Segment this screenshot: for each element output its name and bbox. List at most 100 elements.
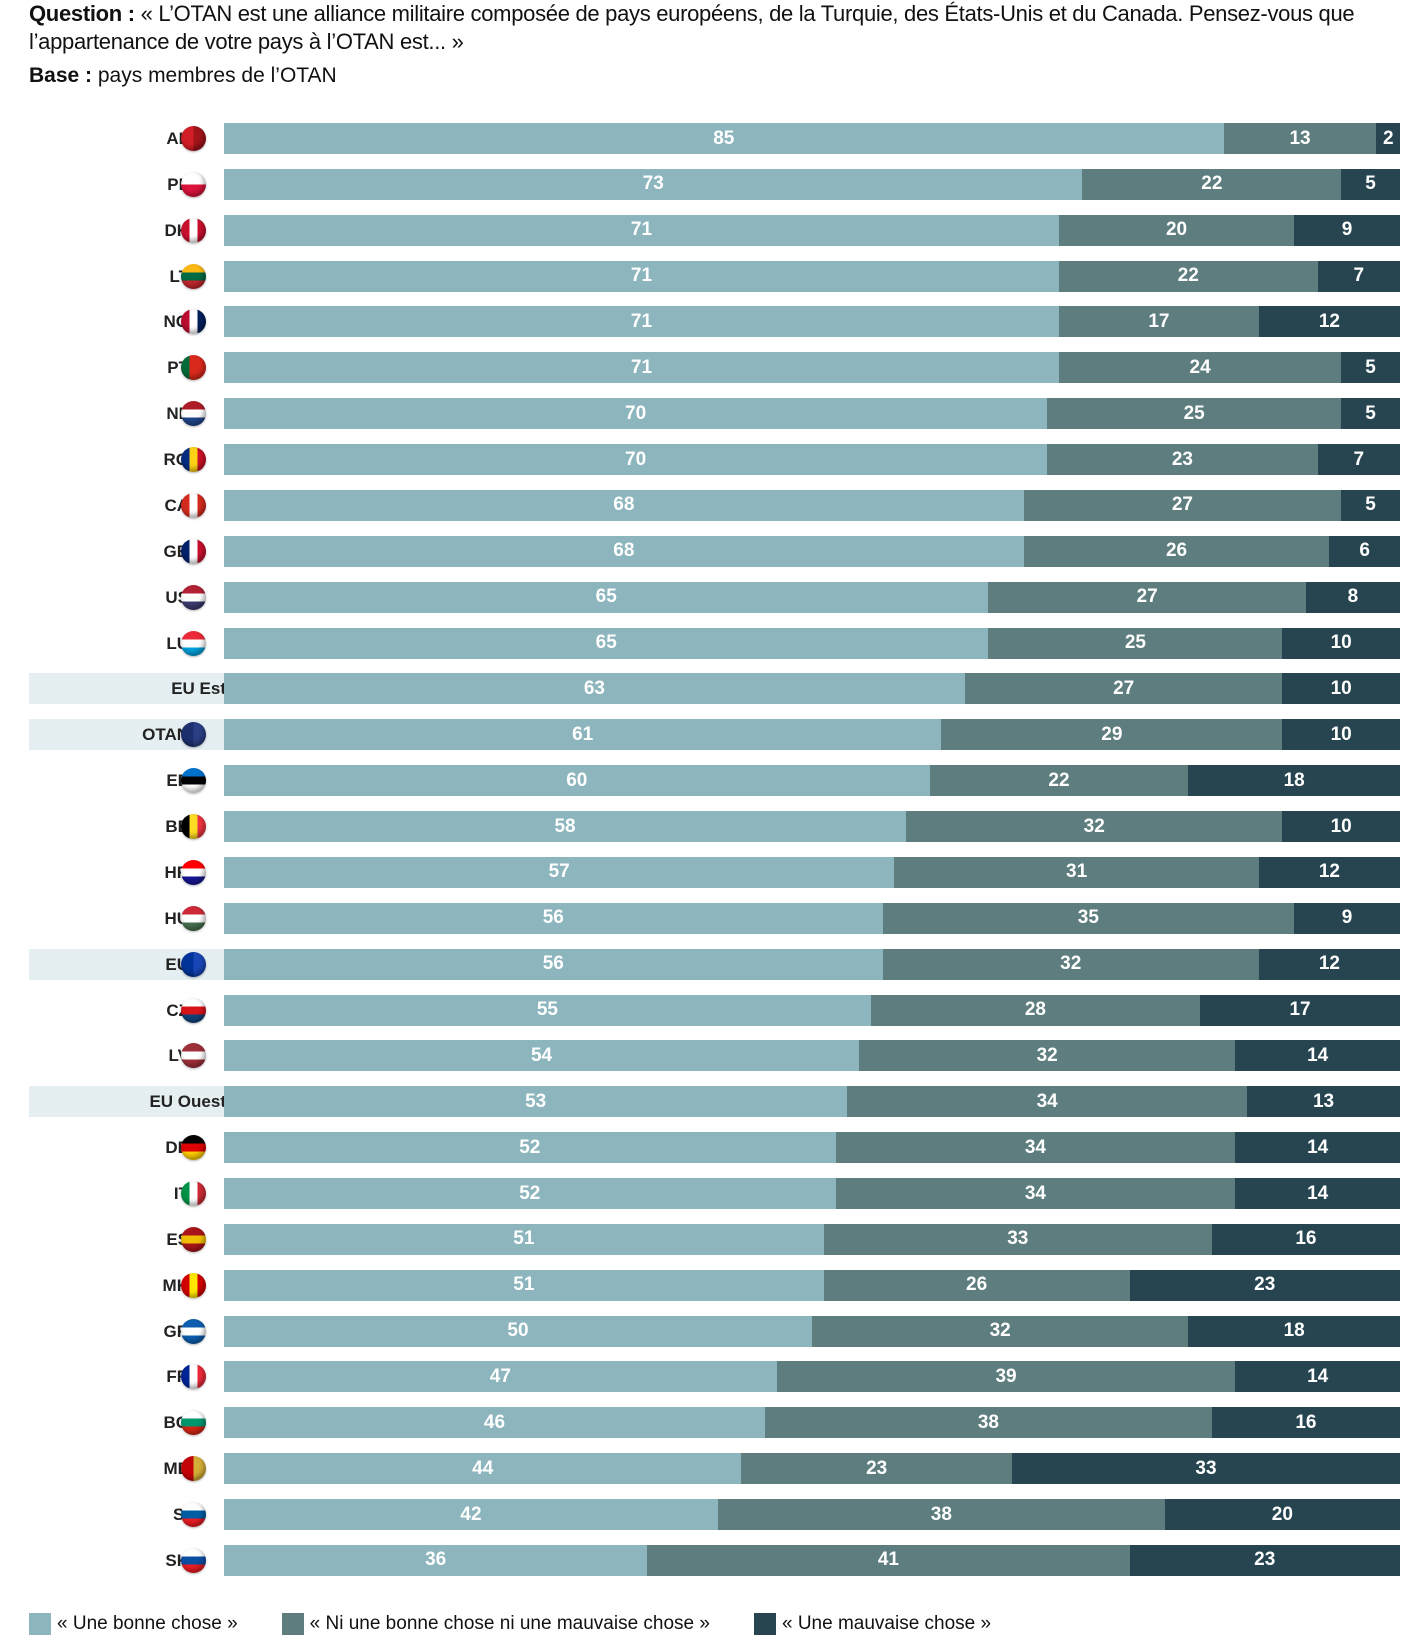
data-label: 56 (542, 953, 564, 975)
bar-row: EE 60 22 18 (29, 765, 1400, 797)
bar-segment-bonne: 47 (224, 1361, 777, 1393)
data-label: 54 (530, 1044, 553, 1066)
bar-segment-ni: 38 (764, 1407, 1212, 1439)
flag-icon (181, 492, 206, 518)
data-label: 52 (519, 1136, 541, 1158)
data-label: 58 (554, 815, 576, 837)
data-label: 65 (595, 632, 617, 654)
data-label: 27 (1136, 586, 1158, 608)
stacked-bar: 65 25 10 (224, 627, 1400, 659)
data-label: 33 (1007, 1228, 1029, 1250)
bar-segment-mauvaise: 7 (1317, 444, 1400, 476)
bar-segment-mauvaise: 14 (1235, 1040, 1400, 1072)
data-label: 61 (572, 723, 594, 745)
data-label: 14 (1307, 1365, 1329, 1387)
legend-label: « Une bonne chose » (57, 1613, 238, 1634)
bar-segment-ni: 39 (776, 1361, 1236, 1393)
flag-icon (181, 1043, 206, 1069)
data-label: 38 (977, 1411, 999, 1433)
stacked-bar: 61 29 10 (224, 719, 1400, 751)
data-label: 9 (1341, 219, 1353, 241)
base-text: pays membres de l’OTAN (97, 64, 337, 87)
flag-icon (181, 1318, 206, 1344)
data-label: 53 (525, 1090, 547, 1112)
group-highlight (29, 673, 224, 705)
data-label: 38 (930, 1503, 952, 1525)
question-text: « L’OTAN est une alliance militaire comp… (29, 1, 1355, 54)
data-label: 26 (1165, 540, 1188, 562)
flag-icon (181, 768, 206, 794)
bar-segment-ni: 32 (906, 811, 1283, 843)
data-label: 68 (613, 540, 635, 562)
data-label: 39 (995, 1365, 1017, 1387)
bar-row: DK 71 20 9 (29, 214, 1400, 246)
data-label: 71 (630, 356, 653, 378)
bar-row: SI423820 (29, 1499, 1400, 1531)
data-label: 27 (1113, 677, 1135, 699)
data-label: 32 (1083, 815, 1105, 837)
flag-icon (181, 1456, 206, 1482)
category-label: EU Est (171, 679, 226, 699)
data-label: 29 (1101, 723, 1123, 745)
flag-icon (181, 263, 206, 289)
data-label: 24 (1189, 356, 1211, 378)
bar-segment-ni: 35 (882, 902, 1295, 934)
bar-row: HU 56 35 9 (29, 902, 1400, 934)
bar-segment-mauvaise: 16 (1211, 1223, 1400, 1255)
bar-row: DE 52 34 14 (29, 1132, 1400, 1164)
data-label: 71 (630, 265, 653, 287)
bar-row: GR 50 32 18 (29, 1315, 1400, 1347)
data-label: 55 (536, 999, 558, 1021)
flag-icon (181, 1364, 206, 1390)
bar-segment-mauvaise: 5 (1341, 168, 1400, 200)
bar-segment-mauvaise: 16 (1211, 1407, 1400, 1439)
data-label: 22 (1201, 173, 1223, 195)
bar-segment-ni: 27 (1023, 489, 1342, 521)
stacked-bar: 52 34 14 (224, 1178, 1400, 1209)
bar-segment-bonne: 51 (224, 1223, 824, 1255)
flag-icon (181, 951, 206, 977)
bar-segment-mauvaise: 5 (1341, 489, 1400, 521)
bar-segment-mauvaise: 23 (1129, 1269, 1400, 1301)
bar-row: EU Est 63 27 10 (29, 673, 1400, 705)
bar-segment-bonne: 44 (224, 1453, 742, 1485)
bar-segment-mauvaise: 20 (1164, 1499, 1400, 1531)
data-label: 63 (583, 677, 605, 699)
flag-icon (181, 126, 206, 151)
bar-segment-mauvaise: 18 (1188, 765, 1400, 797)
bar-row: CA 68 27 5 (29, 489, 1400, 521)
bar-row: MK 51 26 23 (29, 1269, 1400, 1301)
data-label: 23 (1171, 448, 1193, 470)
bar-segment-mauvaise: 12 (1258, 856, 1400, 888)
question-label: Question : (29, 1, 135, 26)
stacked-bar: 68 27 5 (224, 489, 1400, 521)
flag-icon (181, 1181, 206, 1206)
flag-icon (181, 1135, 206, 1161)
bar-segment-ni: 27 (988, 581, 1306, 613)
bar-segment-bonne: 55 (224, 994, 871, 1026)
bar-segment-ni: 29 (941, 719, 1283, 751)
bar-segment-bonne: 61 (224, 719, 942, 751)
bar-segment-ni: 23 (741, 1453, 1012, 1485)
stacked-bar: 56 32 12 (224, 948, 1400, 980)
bar-segment-mauvaise: 23 (1129, 1544, 1400, 1576)
bar-row: FR 47 39 14 (29, 1361, 1400, 1393)
bar-segment-ni: 33 (823, 1223, 1212, 1255)
bar-segment-ni: 23 (1047, 444, 1318, 476)
data-label: 20 (1165, 219, 1188, 241)
bar-segment-ni: 25 (1047, 398, 1342, 430)
bar-row: GB 68 26 6 (29, 535, 1400, 567)
flag-icon (181, 1410, 206, 1436)
data-label: 17 (1289, 999, 1311, 1021)
bar-segment-bonne: 85 (224, 123, 1224, 154)
bar-segment-mauvaise: 9 (1294, 902, 1400, 934)
bar-segment-mauvaise: 18 (1188, 1315, 1400, 1347)
bar-row: IT523414 (29, 1178, 1400, 1209)
flag-icon (181, 1272, 206, 1298)
data-label: 16 (1295, 1228, 1317, 1250)
data-label: 18 (1283, 769, 1305, 791)
bar-segment-ni: 22 (1058, 260, 1318, 292)
flag-icon (181, 997, 206, 1023)
legend-label: « Une mauvaise chose » (781, 1613, 992, 1634)
bar-row: PT 71 24 5 (29, 352, 1400, 384)
